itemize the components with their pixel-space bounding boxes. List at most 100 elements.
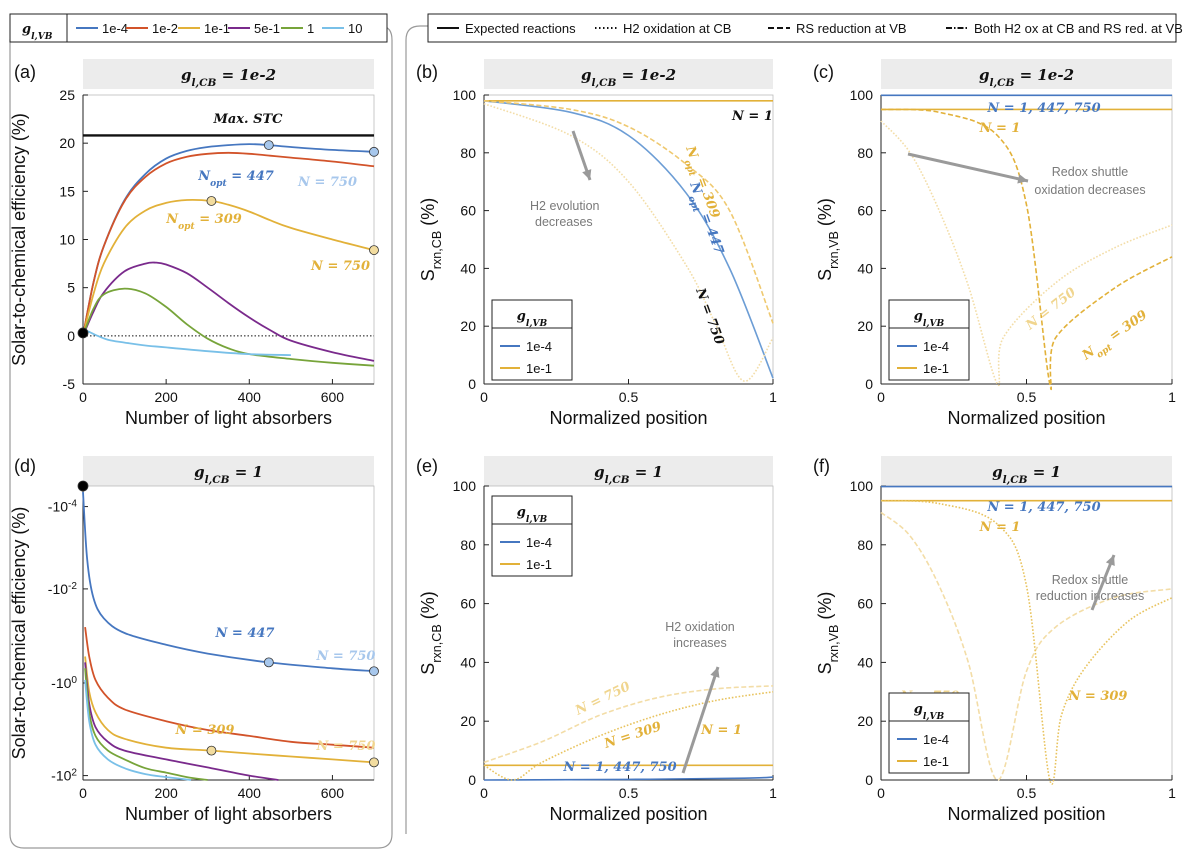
annotation: H2 oxidation <box>665 620 735 634</box>
x-axis-title: Normalized position <box>947 804 1105 824</box>
strip-title: gl,CB = 1 <box>594 463 663 486</box>
trend-arrow-head <box>582 169 592 180</box>
strip-title: gl,CB = 1e-2 <box>581 66 676 89</box>
y-tick-label: 80 <box>857 145 873 161</box>
strip-bg <box>83 456 374 486</box>
strip-bg <box>83 59 374 89</box>
series-line-1e-4 <box>483 776 774 781</box>
annotation: reduction increases <box>1036 589 1144 603</box>
right-bracket <box>405 25 428 834</box>
y-tick-label: 40 <box>857 654 873 670</box>
y-tick-label: 0 <box>865 772 873 788</box>
x-tick-label: 400 <box>238 785 262 801</box>
panel-letter: (f) <box>813 456 830 476</box>
y-tick-label: -102 <box>51 767 77 784</box>
inset-legend-label: 1e-4 <box>526 535 552 550</box>
inset-legend-label: 1e-4 <box>526 339 552 354</box>
x-tick-label: 200 <box>154 389 178 405</box>
y-tick-label: 100 <box>850 87 874 103</box>
y-axis-title: Solar-to-chemical efficiency (%) <box>9 113 29 366</box>
inset-legend-box <box>491 299 573 381</box>
y-tick-label: 40 <box>857 260 873 276</box>
series-line-1e-4 <box>483 100 774 379</box>
annotation: N = 750 <box>316 739 376 754</box>
y-tick-label: 10 <box>59 232 75 248</box>
inset-legend-box <box>491 495 573 577</box>
series-line-5e-1 <box>82 261 375 362</box>
series-line-10 <box>82 329 291 356</box>
annotation: Redox shuttle <box>1052 165 1128 179</box>
annotation: N = 1 <box>979 520 1021 535</box>
panel-a: (a) gl,CB = 1e-20 200 400 600-50510152025Num… <box>9 59 379 428</box>
inset-legend-label: 1e-1 <box>923 754 949 769</box>
strip-bg <box>484 456 773 486</box>
panel-c: (c) gl,CB = 1e-2 0 0.5 1 0 20 40 60 80 100 Normaliz… <box>813 59 1176 428</box>
legend-box <box>427 13 1177 43</box>
inset-legend: gl,VB 1e-4 1e-1 <box>491 299 573 381</box>
x-tick-label: 1 <box>769 389 777 405</box>
y-tick-label: 0 <box>865 376 873 392</box>
strip-title: gl,CB = 1 <box>992 463 1061 486</box>
trend-arrow-head <box>710 667 720 678</box>
series-line-1e-1 <box>880 511 1173 781</box>
series-line-1e-4 <box>82 491 375 673</box>
x-axis-title: Normalized position <box>947 408 1105 428</box>
annotation: N = 309 <box>602 719 664 752</box>
y-tick-label: 20 <box>59 135 75 151</box>
panel-letter: (c) <box>813 62 834 82</box>
annotation: N = 750 <box>310 259 370 274</box>
annotation: Nopt = 309 <box>165 212 242 232</box>
annotation: N = 750 <box>692 285 727 346</box>
y-tick-label: 25 <box>59 87 75 103</box>
strip-title: gl,CB = 1e-2 <box>181 66 276 89</box>
inset-legend-title: gl,VB <box>517 505 548 525</box>
y-tick-label: 40 <box>460 654 476 670</box>
legend-reaction: Expected reactions H2 oxidation at CB RS r… <box>427 13 1183 43</box>
trend-arrow-head <box>1105 555 1115 566</box>
annotation: N = 750 <box>316 649 376 664</box>
x-axis-title: Normalized position <box>549 804 707 824</box>
y-tick-label: 60 <box>857 203 873 219</box>
x-tick-label: 400 <box>238 389 262 405</box>
inset-legend-label: 1e-1 <box>526 557 552 572</box>
inset-legend-box <box>888 692 970 774</box>
y-tick-label: 60 <box>460 596 476 612</box>
inset-legend: gl,VB 1e-4 1e-1 <box>888 692 970 774</box>
annotation: Nopt = 309 <box>1079 308 1153 368</box>
strip-title: gl,CB = 1 <box>194 463 263 486</box>
inset-legend: gl,VB 1e-4 1e-1 <box>491 495 573 577</box>
annotation: N = 750 <box>572 679 632 719</box>
annotation: oxidation decreases <box>1034 183 1145 197</box>
y-tick-label: 60 <box>857 596 873 612</box>
series-line-1e-1 <box>84 656 375 764</box>
y-tick-label: 5 <box>67 280 75 296</box>
data-marker <box>369 146 379 157</box>
x-axis-title: Number of light absorbers <box>125 408 332 428</box>
y-tick-label: 20 <box>857 318 873 334</box>
x-tick-label: 600 <box>321 389 345 405</box>
y-tick-label: -5 <box>63 376 76 392</box>
series-line-1e-1 <box>483 100 774 324</box>
annotation: N = 1, 447, 750 <box>562 760 676 775</box>
y-axis-title: Solar-to-chemical efficiency (%) <box>9 507 29 760</box>
strip-bg <box>484 59 773 89</box>
inset-legend-label: 1e-1 <box>526 361 552 376</box>
series-line-1e-1 <box>880 108 1173 391</box>
data-marker <box>263 657 274 668</box>
panel-letter: (d) <box>14 456 36 476</box>
series-line-1e-1 <box>880 499 1173 785</box>
legend-label-1: 1 <box>307 21 314 36</box>
annotation: N = 1 <box>979 121 1021 136</box>
annotation: N = 1 <box>731 109 773 124</box>
panel-letter: (a) <box>14 62 36 82</box>
data-marker <box>369 757 379 768</box>
legend-label-1e-2: 1e-2 <box>152 21 178 36</box>
y-tick-label: 20 <box>460 318 476 334</box>
panel-letter: (e) <box>416 456 438 476</box>
series-line-1e-1 <box>483 102 774 382</box>
annotation: N = 750 <box>1022 285 1078 334</box>
annotation: N = 1, 447, 750 <box>986 500 1100 515</box>
y-axis-title: Srxn,CB (%) <box>418 198 444 282</box>
x-tick-label: 0.5 <box>619 389 639 405</box>
